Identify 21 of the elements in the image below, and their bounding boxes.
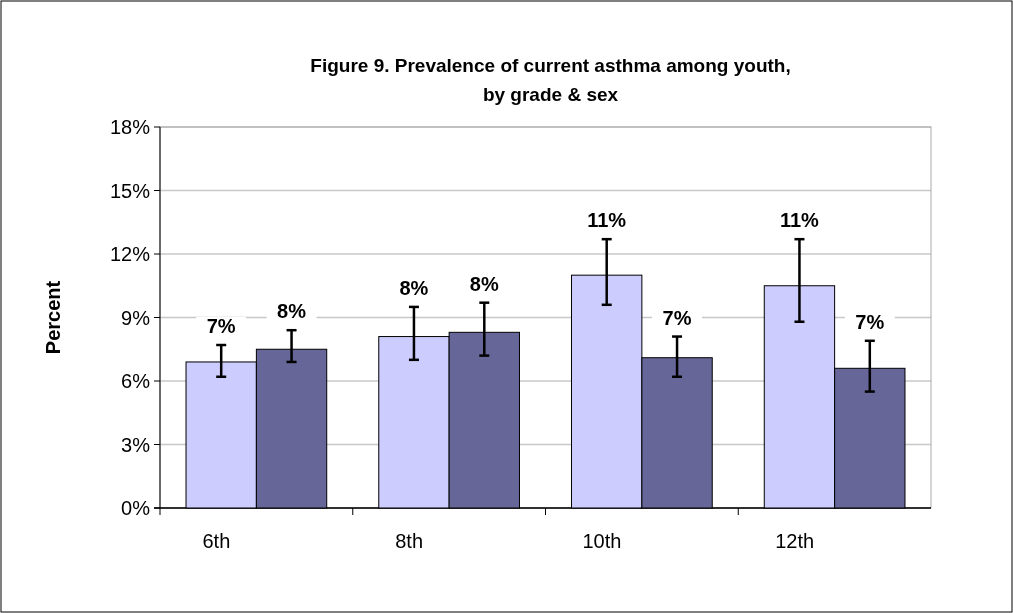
y-tick-label: 3% bbox=[121, 433, 151, 456]
x-tick-label: 10th bbox=[582, 530, 622, 552]
data-label: 7% bbox=[662, 306, 692, 329]
chart-title: Figure 9. Prevalence of current asthma among youth, by grade & sex bbox=[310, 55, 791, 105]
y-tick-label: 15% bbox=[109, 179, 151, 202]
x-tick-label: 6th bbox=[202, 530, 231, 552]
x-tick-label: 8th bbox=[395, 530, 424, 552]
data-label: 11% bbox=[587, 209, 627, 232]
y-tick-label: 6% bbox=[121, 370, 151, 392]
y-tick-label: 18% bbox=[109, 116, 151, 138]
data-label: 7% bbox=[855, 310, 885, 333]
y-tick-label: 12% bbox=[109, 243, 151, 265]
data-label: 11% bbox=[779, 209, 820, 232]
y-tick-label: 0% bbox=[121, 497, 151, 519]
data-label: 8% bbox=[277, 300, 307, 323]
data-label: 7% bbox=[206, 315, 236, 338]
y-tick-label: 9% bbox=[121, 306, 151, 329]
data-label: 8% bbox=[469, 272, 499, 295]
y-axis-title: Percent bbox=[42, 280, 64, 355]
x-tick-label: 12th bbox=[775, 530, 815, 552]
data-label: 8% bbox=[399, 276, 429, 299]
